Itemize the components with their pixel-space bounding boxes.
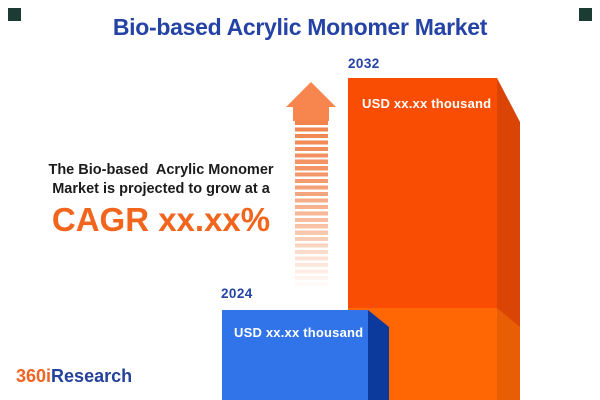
bar-2024-value-label: USD xx.xx thousand (234, 325, 364, 340)
growth-arrow-head-icon (286, 82, 336, 121)
bar-2032-year-label: 2032 (348, 56, 380, 71)
bar-2032-value-label: USD xx.xx thousand (362, 96, 492, 111)
growth-arrow-dashed-tail-icon (295, 121, 328, 289)
brand-logo-research: Research (51, 366, 133, 386)
annotation-line-2: Market is projected to grow at a (52, 181, 270, 197)
bar-2024-year-label: 2024 (221, 286, 253, 301)
bar-2032-lower-segment-side (497, 308, 520, 400)
annotation-block: The Bio-based Acrylic Monomer Market is … (28, 161, 294, 238)
bar-2024-front (222, 310, 368, 400)
corner-accent-top-right (579, 8, 592, 21)
annotation-line-1: The Bio-based Acrylic Monomer (48, 162, 274, 178)
corner-accent-top-left (8, 8, 21, 21)
bar-2024-side (368, 310, 389, 400)
cagr-value: CAGR xx.xx% (51, 201, 271, 238)
brand-logo-360i: 360i (16, 366, 52, 386)
brand-logo: 360iResearch (16, 366, 132, 387)
page-title: Bio-based Acrylic Monomer Market (112, 14, 488, 40)
